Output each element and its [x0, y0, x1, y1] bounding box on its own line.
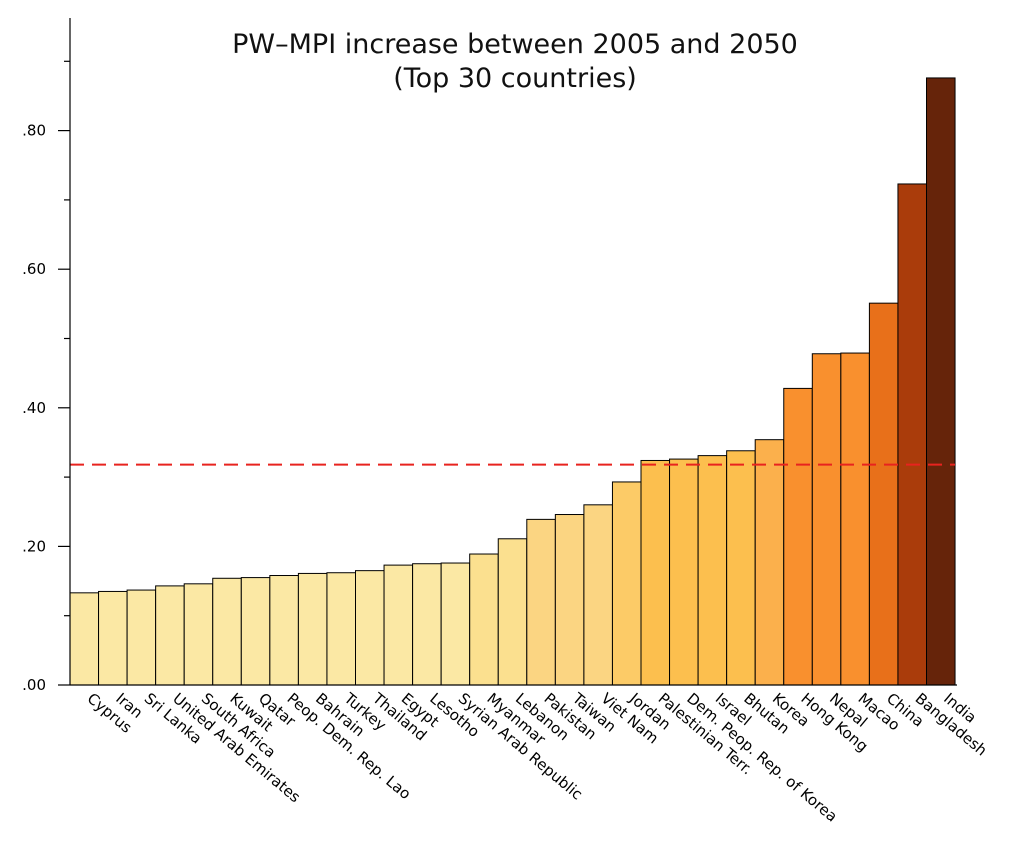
bar-bangladesh [897, 183, 928, 686]
bar-hong-kong [783, 387, 813, 686]
y-tick-label: .00 [22, 676, 46, 694]
bar-jordan [611, 481, 642, 686]
bar-united-arab-emirates [155, 585, 185, 686]
bar-qatar [240, 577, 271, 686]
bar-india [926, 77, 956, 686]
bar-peop-dem-rep-lao [269, 575, 299, 686]
bar-kuwait [212, 577, 242, 686]
bar-lesotho [412, 563, 442, 686]
bar-israel [697, 455, 728, 686]
bar-taiwan [554, 514, 585, 686]
bar-bahrain [297, 572, 328, 686]
y-tick-label: .20 [22, 537, 46, 555]
y-tick-label: .60 [22, 260, 46, 278]
bar-korea [754, 439, 785, 686]
bar-cyprus [69, 592, 100, 686]
bar-thailand [355, 570, 385, 686]
bar-bhutan [726, 450, 756, 686]
bar-viet-nam [583, 504, 613, 686]
bar-macao [840, 352, 870, 686]
chart-subtitle: (Top 30 countries) [393, 63, 637, 94]
bar-palestinian-terr [640, 459, 671, 686]
bar-syrian-arab-republic [440, 562, 471, 686]
y-tick-label: .40 [22, 399, 46, 417]
bars-group [69, 77, 956, 686]
axes-group: .00 .20 .40 .60 .80 [22, 18, 957, 694]
bar-lebanon [497, 538, 528, 686]
bar-turkey [326, 572, 357, 686]
bar-nepal [811, 353, 842, 686]
bar-sri-lanka [126, 589, 157, 686]
bar-egypt [383, 564, 414, 686]
bar-myanmar [469, 553, 499, 686]
bar-south-africa [183, 583, 214, 686]
y-tick-label: .80 [22, 122, 46, 140]
bar-pakistan [526, 518, 556, 686]
bar-dem-peop-rep-of-korea [669, 458, 699, 686]
chart-title: PW–MPI increase between 2005 and 2050 [232, 29, 798, 60]
bar-china [868, 302, 899, 686]
bar-iran [98, 590, 128, 686]
